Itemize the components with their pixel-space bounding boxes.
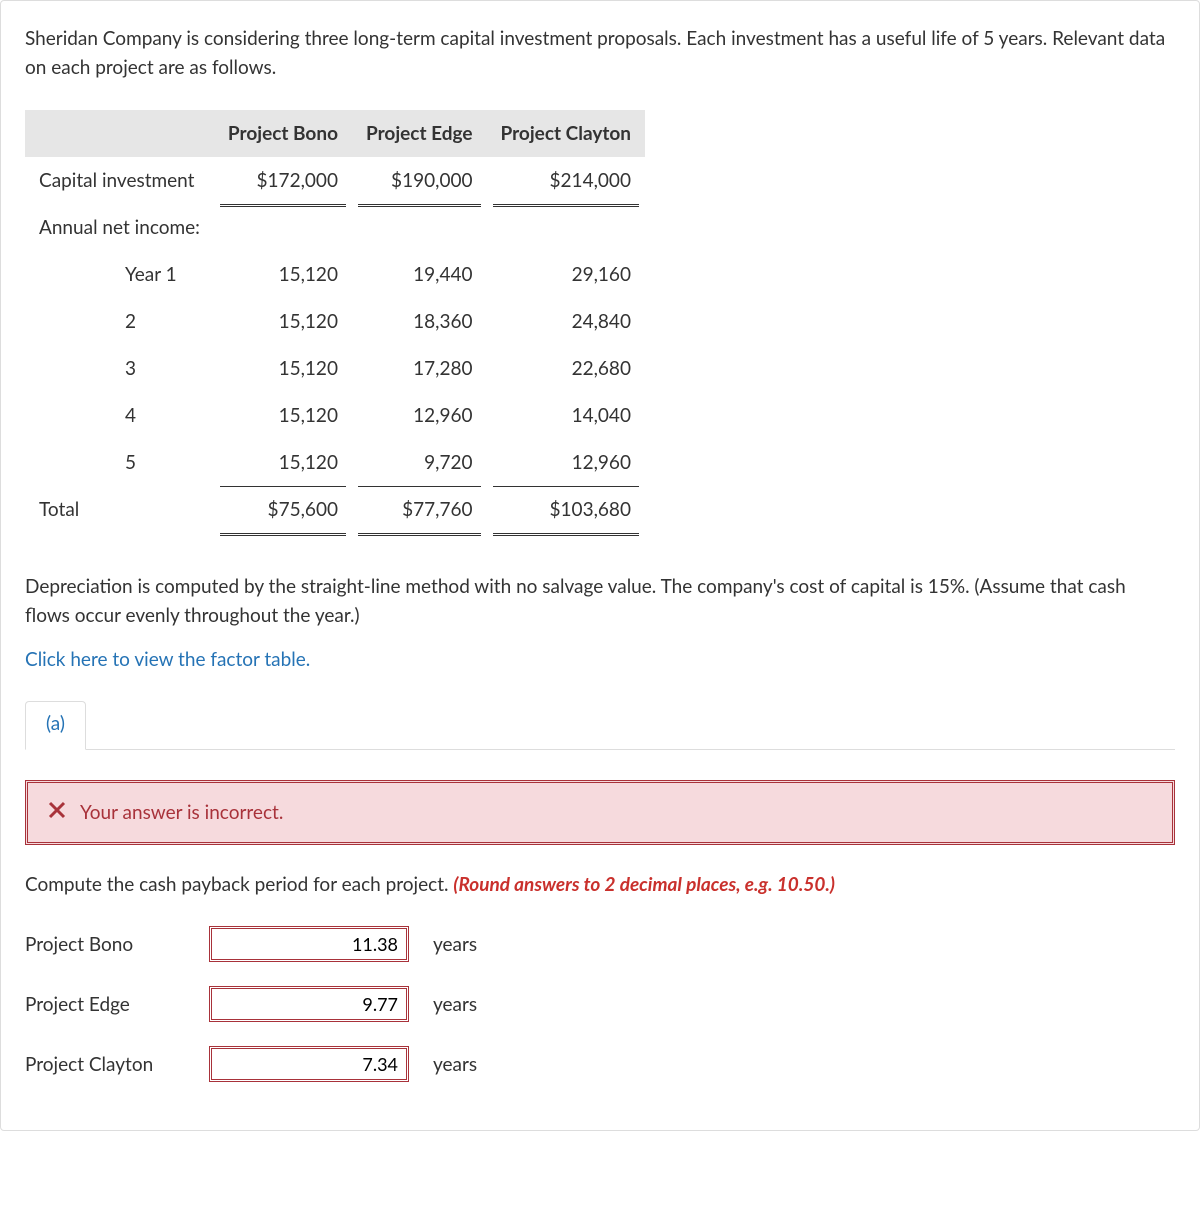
data-table: Project Bono Project Edge Project Clayto… xyxy=(25,110,645,533)
answer-unit-clayton: years xyxy=(433,1053,477,1076)
year-2-edge: 18,360 xyxy=(352,298,487,345)
answer-input-bono[interactable] xyxy=(209,926,409,962)
note-text: Depreciation is computed by the straight… xyxy=(25,573,1175,630)
answer-label-clayton: Project Clayton xyxy=(25,1053,185,1076)
capital-edge: $190,000 xyxy=(352,157,487,204)
alert-text: Your answer is incorrect. xyxy=(80,801,283,824)
capital-clayton: $214,000 xyxy=(487,157,645,204)
year-row-2: 2 15,120 18,360 24,840 xyxy=(25,298,645,345)
year-2-clayton: 24,840 xyxy=(487,298,645,345)
close-x-icon xyxy=(48,801,66,824)
year-1-bono: 15,120 xyxy=(214,251,352,298)
answer-row-clayton: Project Clayton years xyxy=(25,1046,1175,1082)
year-4-bono: 15,120 xyxy=(214,392,352,439)
year-2-label: 2 xyxy=(25,298,214,345)
total-clayton: $103,680 xyxy=(487,486,645,533)
year-4-clayton: 14,040 xyxy=(487,392,645,439)
year-3-edge: 17,280 xyxy=(352,345,487,392)
year-1-edge: 19,440 xyxy=(352,251,487,298)
answer-input-clayton[interactable] xyxy=(209,1046,409,1082)
question-card: Sheridan Company is considering three lo… xyxy=(0,0,1200,1131)
answer-label-edge: Project Edge xyxy=(25,993,185,1016)
year-5-edge: 9,720 xyxy=(352,439,487,486)
year-3-clayton: 22,680 xyxy=(487,345,645,392)
header-bono: Project Bono xyxy=(214,110,352,157)
prompt-text: Compute the cash payback period for each… xyxy=(25,873,453,896)
header-row: Project Bono Project Edge Project Clayto… xyxy=(25,110,645,157)
prompt-hint: (Round answers to 2 decimal places, e.g.… xyxy=(453,873,835,896)
year-5-clayton: 12,960 xyxy=(487,439,645,486)
annual-label-row: Annual net income: xyxy=(25,204,645,251)
answer-label-bono: Project Bono xyxy=(25,933,185,956)
incorrect-alert: Your answer is incorrect. xyxy=(25,780,1175,845)
total-label: Total xyxy=(25,486,214,533)
year-row-1: Year 1 15,120 19,440 29,160 xyxy=(25,251,645,298)
capital-label: Capital investment xyxy=(25,157,214,204)
year-3-bono: 15,120 xyxy=(214,345,352,392)
intro-text: Sheridan Company is considering three lo… xyxy=(25,25,1175,82)
answer-input-edge[interactable] xyxy=(209,986,409,1022)
year-row-4: 4 15,120 12,960 14,040 xyxy=(25,392,645,439)
year-2-bono: 15,120 xyxy=(214,298,352,345)
header-clayton: Project Clayton xyxy=(487,110,645,157)
answers-block: Project Bono years Project Edge years Pr… xyxy=(25,926,1175,1082)
capital-row: Capital investment $172,000 $190,000 $21… xyxy=(25,157,645,204)
year-row-5: 5 15,120 9,720 12,960 xyxy=(25,439,645,486)
total-bono: $75,600 xyxy=(214,486,352,533)
year-row-3: 3 15,120 17,280 22,680 xyxy=(25,345,645,392)
year-3-label: 3 xyxy=(25,345,214,392)
year-4-label: 4 xyxy=(25,392,214,439)
capital-bono: $172,000 xyxy=(214,157,352,204)
year-1-label: Year 1 xyxy=(25,251,214,298)
year-5-label: 5 xyxy=(25,439,214,486)
prompt: Compute the cash payback period for each… xyxy=(25,873,1175,896)
factor-table-link[interactable]: Click here to view the factor table. xyxy=(25,648,1175,671)
year-4-edge: 12,960 xyxy=(352,392,487,439)
answer-row-bono: Project Bono years xyxy=(25,926,1175,962)
annual-label: Annual net income: xyxy=(25,204,214,251)
year-5-bono: 15,120 xyxy=(214,439,352,486)
tab-a[interactable]: (a) xyxy=(25,701,86,750)
answer-row-edge: Project Edge years xyxy=(25,986,1175,1022)
header-blank xyxy=(25,110,214,157)
year-1-clayton: 29,160 xyxy=(487,251,645,298)
total-edge: $77,760 xyxy=(352,486,487,533)
answer-unit-edge: years xyxy=(433,993,477,1016)
header-edge: Project Edge xyxy=(352,110,487,157)
answer-unit-bono: years xyxy=(433,933,477,956)
total-row: Total $75,600 $77,760 $103,680 xyxy=(25,486,645,533)
tab-row: (a) xyxy=(25,701,1175,750)
